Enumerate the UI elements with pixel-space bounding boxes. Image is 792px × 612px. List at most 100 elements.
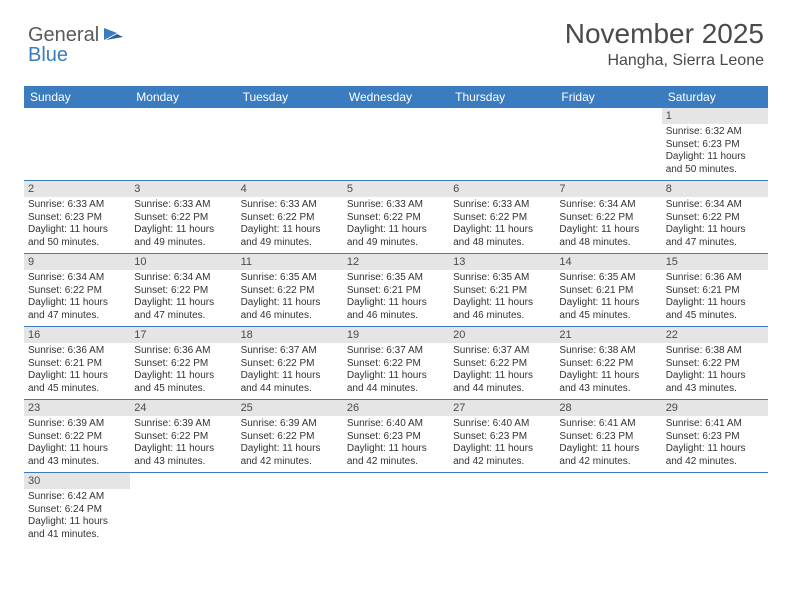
day-number: 4 (237, 181, 343, 197)
day-line: Sunset: 6:21 PM (666, 285, 764, 298)
day-body: Sunrise: 6:36 AMSunset: 6:21 PMDaylight:… (662, 270, 768, 326)
day-number: 11 (237, 254, 343, 270)
day-number: 25 (237, 400, 343, 416)
day-number (662, 473, 768, 489)
day-body (130, 124, 236, 174)
day-line: Daylight: 11 hours and 45 minutes. (134, 370, 232, 395)
day-line: Sunset: 6:23 PM (666, 139, 764, 152)
day-body: Sunrise: 6:34 AMSunset: 6:22 PMDaylight:… (24, 270, 130, 326)
day-cell: 15Sunrise: 6:36 AMSunset: 6:21 PMDayligh… (662, 254, 768, 326)
week-row: 30Sunrise: 6:42 AMSunset: 6:24 PMDayligh… (24, 473, 768, 545)
day-body (449, 489, 555, 539)
day-line: Sunrise: 6:35 AM (453, 272, 551, 285)
day-number: 2 (24, 181, 130, 197)
day-line: Daylight: 11 hours and 44 minutes. (241, 370, 339, 395)
day-body: Sunrise: 6:37 AMSunset: 6:22 PMDaylight:… (449, 343, 555, 399)
day-line: Sunset: 6:24 PM (28, 504, 126, 517)
day-line: Sunset: 6:21 PM (28, 358, 126, 371)
location: Hangha, Sierra Leone (565, 52, 764, 70)
day-number (24, 108, 130, 124)
day-number: 1 (662, 108, 768, 124)
logo-flag-icon (99, 24, 125, 47)
day-cell: 7Sunrise: 6:34 AMSunset: 6:22 PMDaylight… (555, 181, 661, 253)
logo-text-2: Blue (28, 44, 68, 67)
day-body (237, 489, 343, 539)
day-line: Daylight: 11 hours and 42 minutes. (347, 443, 445, 468)
day-body: Sunrise: 6:39 AMSunset: 6:22 PMDaylight:… (237, 416, 343, 472)
day-cell: 4Sunrise: 6:33 AMSunset: 6:22 PMDaylight… (237, 181, 343, 253)
day-line: Sunset: 6:22 PM (241, 358, 339, 371)
dow-thu: Thursday (449, 86, 555, 108)
day-line: Sunset: 6:22 PM (28, 285, 126, 298)
day-number (555, 108, 661, 124)
day-line: Sunset: 6:22 PM (28, 431, 126, 444)
day-line: Sunrise: 6:35 AM (559, 272, 657, 285)
day-cell: 18Sunrise: 6:37 AMSunset: 6:22 PMDayligh… (237, 327, 343, 399)
day-number: 23 (24, 400, 130, 416)
day-cell (555, 473, 661, 545)
day-number: 6 (449, 181, 555, 197)
day-body (130, 489, 236, 539)
day-line: Sunrise: 6:33 AM (134, 199, 232, 212)
dow-tue: Tuesday (237, 86, 343, 108)
day-body: Sunrise: 6:38 AMSunset: 6:22 PMDaylight:… (662, 343, 768, 399)
week-row: 2Sunrise: 6:33 AMSunset: 6:23 PMDaylight… (24, 181, 768, 254)
day-line: Daylight: 11 hours and 49 minutes. (241, 224, 339, 249)
dow-row: Sunday Monday Tuesday Wednesday Thursday… (24, 86, 768, 108)
day-cell (130, 473, 236, 545)
day-line: Sunrise: 6:40 AM (453, 418, 551, 431)
day-body: Sunrise: 6:40 AMSunset: 6:23 PMDaylight:… (449, 416, 555, 472)
dow-wed: Wednesday (343, 86, 449, 108)
day-number: 22 (662, 327, 768, 343)
day-number: 30 (24, 473, 130, 489)
day-line: Daylight: 11 hours and 47 minutes. (28, 297, 126, 322)
day-line: Sunset: 6:22 PM (453, 358, 551, 371)
day-body: Sunrise: 6:36 AMSunset: 6:21 PMDaylight:… (24, 343, 130, 399)
day-cell: 19Sunrise: 6:37 AMSunset: 6:22 PMDayligh… (343, 327, 449, 399)
day-number: 3 (130, 181, 236, 197)
day-line: Sunrise: 6:39 AM (241, 418, 339, 431)
day-number: 20 (449, 327, 555, 343)
day-line: Sunrise: 6:36 AM (666, 272, 764, 285)
day-cell (449, 108, 555, 180)
day-number (343, 473, 449, 489)
day-cell: 8Sunrise: 6:34 AMSunset: 6:22 PMDaylight… (662, 181, 768, 253)
day-line: Daylight: 11 hours and 48 minutes. (559, 224, 657, 249)
day-cell: 14Sunrise: 6:35 AMSunset: 6:21 PMDayligh… (555, 254, 661, 326)
day-line: Sunset: 6:23 PM (347, 431, 445, 444)
week-row: 1Sunrise: 6:32 AMSunset: 6:23 PMDaylight… (24, 108, 768, 181)
day-line: Daylight: 11 hours and 45 minutes. (559, 297, 657, 322)
day-body: Sunrise: 6:34 AMSunset: 6:22 PMDaylight:… (130, 270, 236, 326)
day-line: Sunrise: 6:37 AM (241, 345, 339, 358)
day-line: Sunset: 6:22 PM (666, 212, 764, 225)
day-number: 13 (449, 254, 555, 270)
day-body (555, 124, 661, 174)
day-number: 12 (343, 254, 449, 270)
day-number: 21 (555, 327, 661, 343)
dow-sun: Sunday (24, 86, 130, 108)
day-body: Sunrise: 6:33 AMSunset: 6:23 PMDaylight:… (24, 197, 130, 253)
day-line: Sunrise: 6:36 AM (134, 345, 232, 358)
day-line: Sunrise: 6:32 AM (666, 126, 764, 139)
day-cell: 13Sunrise: 6:35 AMSunset: 6:21 PMDayligh… (449, 254, 555, 326)
day-body (555, 489, 661, 539)
day-line: Sunrise: 6:38 AM (559, 345, 657, 358)
day-line: Daylight: 11 hours and 43 minutes. (559, 370, 657, 395)
day-cell: 25Sunrise: 6:39 AMSunset: 6:22 PMDayligh… (237, 400, 343, 472)
day-line: Sunset: 6:21 PM (347, 285, 445, 298)
day-cell: 2Sunrise: 6:33 AMSunset: 6:23 PMDaylight… (24, 181, 130, 253)
day-body: Sunrise: 6:36 AMSunset: 6:22 PMDaylight:… (130, 343, 236, 399)
day-number: 17 (130, 327, 236, 343)
day-number (343, 108, 449, 124)
day-body: Sunrise: 6:35 AMSunset: 6:22 PMDaylight:… (237, 270, 343, 326)
dow-fri: Friday (555, 86, 661, 108)
day-line: Sunset: 6:22 PM (666, 358, 764, 371)
day-body: Sunrise: 6:39 AMSunset: 6:22 PMDaylight:… (24, 416, 130, 472)
day-line: Sunset: 6:22 PM (347, 212, 445, 225)
day-line: Sunrise: 6:33 AM (453, 199, 551, 212)
day-line: Sunset: 6:22 PM (559, 212, 657, 225)
day-line: Sunset: 6:22 PM (134, 212, 232, 225)
day-cell: 29Sunrise: 6:41 AMSunset: 6:23 PMDayligh… (662, 400, 768, 472)
day-number: 19 (343, 327, 449, 343)
day-line: Daylight: 11 hours and 48 minutes. (453, 224, 551, 249)
